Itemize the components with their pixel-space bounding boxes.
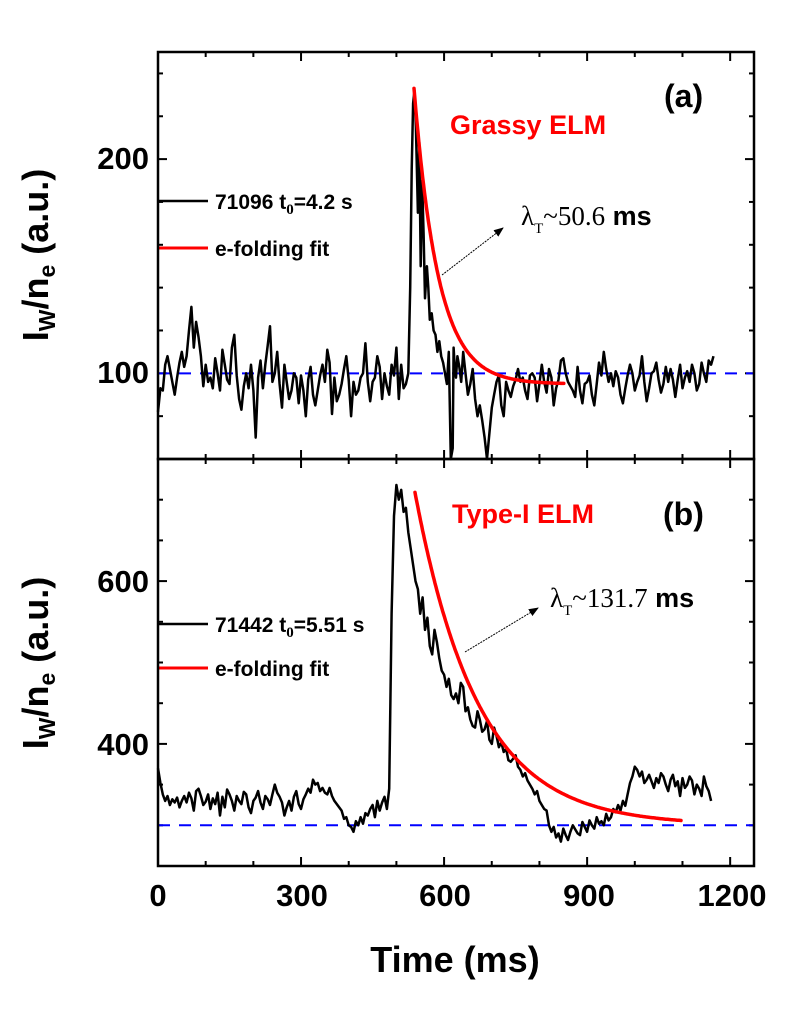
legend-signal-label: 71096 t0=4.2 s bbox=[215, 191, 353, 218]
panel-a-ytick-label: 100 bbox=[97, 355, 149, 390]
legend-fit-label: e-folding fit bbox=[215, 658, 329, 681]
annotation-arrow bbox=[464, 607, 539, 653]
panel-b-fit bbox=[413, 490, 683, 823]
x-tick-label: 1200 bbox=[698, 878, 767, 913]
panel-a-annotation: λT~50.6 ms bbox=[441, 201, 652, 276]
x-tick-label: 900 bbox=[563, 878, 615, 913]
annotation-arrow bbox=[441, 227, 504, 276]
x-tick-labels: 0 300 600 900 1200 bbox=[149, 878, 766, 913]
panel-a-tag: (a) bbox=[664, 78, 703, 114]
panel-b-tag: (b) bbox=[663, 496, 704, 532]
panel-a: 100 200 Grassy ELM (a) 71096 t0=4.2 s e-… bbox=[15, 52, 754, 461]
panel-a-ytick-label: 200 bbox=[97, 141, 149, 176]
x-axis-title: Time (ms) bbox=[370, 939, 539, 980]
panel-b-legend: 71442 t0=5.51 s e-folding fit bbox=[158, 614, 364, 681]
panel-a-ylabel: IW/ne (a.u.) bbox=[15, 169, 60, 342]
tau-label: λT~131.7 ms bbox=[550, 583, 694, 619]
panel-a-signal bbox=[156, 89, 715, 461]
legend-signal-label: 71442 t0=5.51 s bbox=[215, 614, 364, 641]
signal-trace bbox=[156, 89, 715, 461]
x-tick-label: 300 bbox=[276, 878, 328, 913]
panel-a-fit bbox=[412, 86, 566, 386]
tau-label: λT~50.6 ms bbox=[521, 201, 652, 237]
panel-a-title: Grassy ELM bbox=[450, 110, 606, 140]
fit-curve bbox=[413, 490, 683, 823]
panel-b-signal bbox=[156, 483, 713, 843]
legend-fit-label: e-folding fit bbox=[215, 238, 329, 261]
panel-b-ytick-label: 600 bbox=[97, 564, 149, 599]
panel-a-legend: 71096 t0=4.2 s e-folding fit bbox=[158, 191, 353, 261]
panel-b-title: Type-I ELM bbox=[452, 499, 594, 529]
panel-b-frame bbox=[156, 457, 756, 868]
x-tick-label: 600 bbox=[419, 878, 471, 913]
signal-trace bbox=[156, 483, 713, 843]
panel-b-ylabel: IW/ne (a.u.) bbox=[15, 577, 60, 750]
x-tick-label: 0 bbox=[149, 878, 166, 913]
panel-b: 400 600 Type-I ELM (b) 71442 t0=5.51 s e… bbox=[15, 458, 754, 867]
panel-b-ytick-label: 400 bbox=[97, 727, 149, 762]
fit-curve bbox=[412, 86, 566, 386]
panel-b-annotation: λT~131.7 ms bbox=[464, 583, 694, 653]
